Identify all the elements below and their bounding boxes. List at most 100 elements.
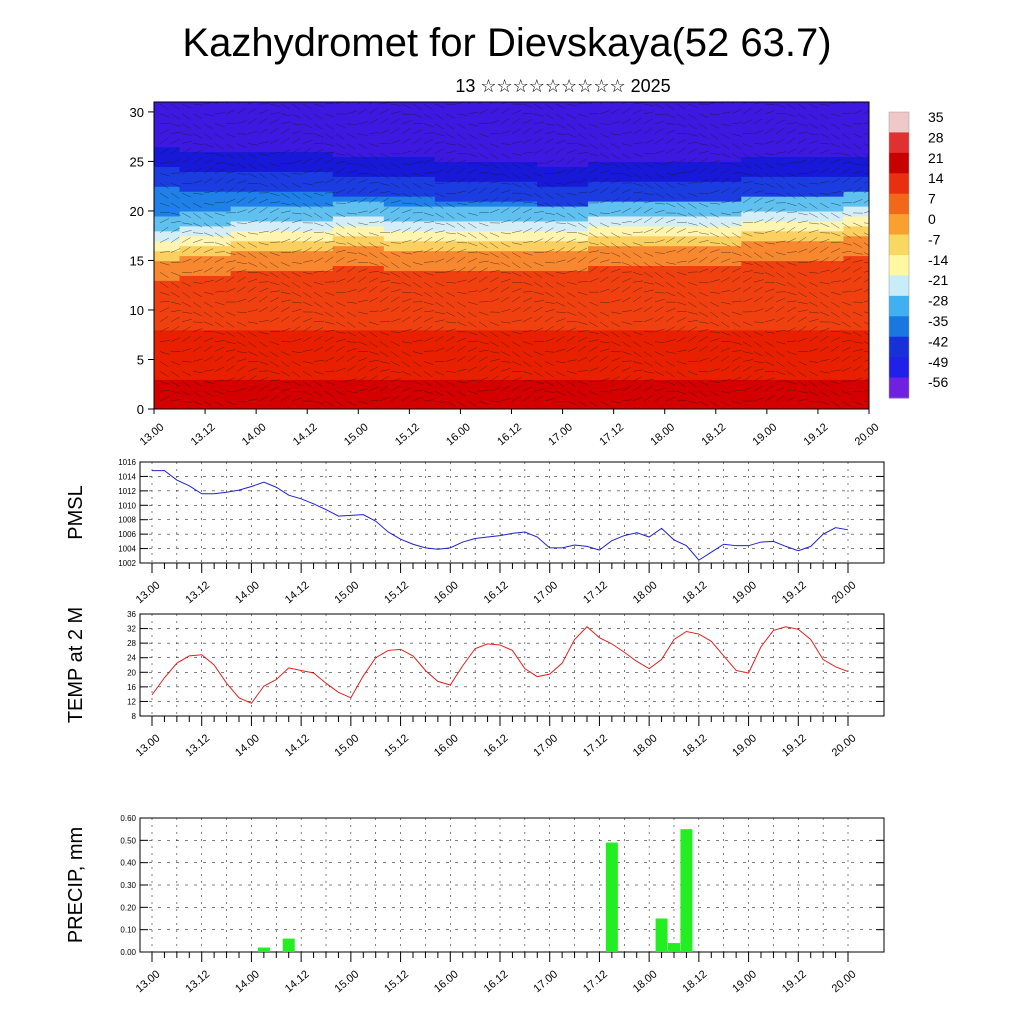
heatmap-cell bbox=[154, 161, 181, 167]
wind-barb bbox=[346, 365, 356, 372]
wind-barb bbox=[808, 381, 818, 388]
heatmap-cell bbox=[230, 305, 283, 311]
y-tick-label: 0.10 bbox=[120, 926, 136, 935]
wind-barb bbox=[324, 301, 334, 308]
wind-barb bbox=[291, 202, 302, 208]
wind-barb bbox=[830, 400, 840, 407]
heatmap-cell bbox=[690, 215, 743, 222]
heatmap-cell bbox=[843, 329, 869, 336]
wind-barb bbox=[731, 109, 742, 115]
wind-barb bbox=[203, 178, 213, 184]
wind-barb bbox=[665, 262, 676, 265]
wind-barb bbox=[808, 400, 819, 403]
x-tick-label: 19.12 bbox=[780, 968, 809, 995]
wind-barb bbox=[357, 268, 368, 273]
heatmap-cell bbox=[154, 210, 181, 217]
x-tick-label: 16.00 bbox=[432, 732, 461, 759]
heatmap-cell bbox=[843, 399, 869, 405]
wind-barb bbox=[467, 123, 478, 127]
wind-barb bbox=[621, 173, 632, 178]
wind-barb bbox=[511, 141, 522, 144]
wind-barb bbox=[181, 326, 191, 332]
heatmap-cell bbox=[230, 344, 283, 351]
wind-barb bbox=[346, 301, 357, 304]
wind-barb bbox=[203, 143, 214, 148]
y-tick-label: 1008 bbox=[118, 516, 136, 525]
wind-barb bbox=[313, 359, 324, 362]
wind-barb bbox=[797, 272, 808, 277]
wind-barb bbox=[610, 232, 620, 238]
wind-barb bbox=[522, 216, 532, 224]
wind-barb bbox=[280, 238, 291, 243]
wind-barb bbox=[412, 262, 423, 266]
wind-barb bbox=[709, 400, 719, 407]
wind-barb bbox=[852, 348, 863, 352]
x-tick-label: 17.12 bbox=[597, 421, 626, 448]
colorbar-label: 35 bbox=[928, 109, 944, 125]
wind-barb bbox=[599, 212, 610, 214]
colorbar-label: 0 bbox=[928, 211, 936, 227]
wind-barb bbox=[269, 208, 280, 214]
heatmap-cell bbox=[588, 359, 641, 366]
wind-barb bbox=[247, 367, 258, 372]
wind-barb bbox=[610, 173, 621, 175]
heatmap-cell bbox=[639, 334, 692, 341]
heatmap-cell bbox=[588, 176, 641, 182]
wind-barb bbox=[522, 351, 532, 358]
heatmap-cell bbox=[741, 344, 794, 351]
heatmap-cell bbox=[434, 364, 487, 370]
wind-barb bbox=[610, 102, 615, 105]
heatmap-cell bbox=[537, 275, 590, 281]
wind-barb bbox=[434, 141, 445, 144]
wind-barb bbox=[434, 169, 445, 174]
wind-barb bbox=[313, 231, 324, 233]
wind-barb bbox=[456, 337, 467, 342]
wind-barb bbox=[489, 187, 499, 194]
heatmap-cell bbox=[434, 205, 487, 212]
heatmap-cell bbox=[639, 141, 692, 148]
heatmap-cell bbox=[179, 171, 232, 177]
heatmap-cell bbox=[843, 280, 869, 286]
wind-barb bbox=[731, 400, 742, 405]
wind-barb bbox=[236, 222, 247, 224]
wind-barb bbox=[269, 163, 280, 167]
wind-barb bbox=[654, 227, 664, 233]
y-tick-label: 1004 bbox=[118, 545, 136, 554]
wind-barb bbox=[610, 276, 620, 283]
wind-barb bbox=[621, 331, 631, 338]
heatmap-cell bbox=[154, 384, 181, 390]
wind-barb bbox=[632, 102, 643, 105]
wind-barb bbox=[159, 129, 170, 134]
wind-barb bbox=[236, 358, 247, 362]
wind-barb bbox=[324, 143, 335, 147]
wind-barb bbox=[863, 331, 869, 336]
wind-barb bbox=[731, 261, 742, 263]
wind-barb bbox=[445, 167, 455, 174]
wind-barb bbox=[742, 173, 753, 176]
heatmap-cell bbox=[154, 250, 181, 257]
wind-barb bbox=[687, 182, 698, 184]
wind-barb bbox=[522, 201, 533, 204]
heatmap-cell bbox=[154, 344, 181, 351]
wind-barb bbox=[830, 248, 841, 253]
heatmap-cell bbox=[792, 131, 845, 138]
wind-barb bbox=[709, 177, 719, 184]
wind-barb bbox=[764, 319, 775, 323]
heatmap-cell bbox=[639, 166, 692, 172]
wind-barb bbox=[445, 256, 455, 263]
wind-barb bbox=[225, 288, 236, 293]
heatmap-cell bbox=[690, 225, 743, 232]
wind-barb bbox=[269, 216, 279, 224]
wind-barb bbox=[775, 151, 786, 154]
wind-barb bbox=[753, 242, 764, 248]
heatmap-cell bbox=[434, 121, 487, 128]
heatmap-cell bbox=[792, 255, 845, 262]
wind-barb bbox=[401, 291, 412, 293]
heatmap-cell bbox=[383, 106, 436, 113]
wind-barb bbox=[555, 259, 566, 263]
heatmap-cell bbox=[792, 369, 845, 375]
wind-barb bbox=[335, 249, 346, 253]
wind-barb bbox=[401, 262, 411, 268]
wind-barb bbox=[170, 301, 181, 305]
heatmap-cell bbox=[537, 285, 590, 291]
